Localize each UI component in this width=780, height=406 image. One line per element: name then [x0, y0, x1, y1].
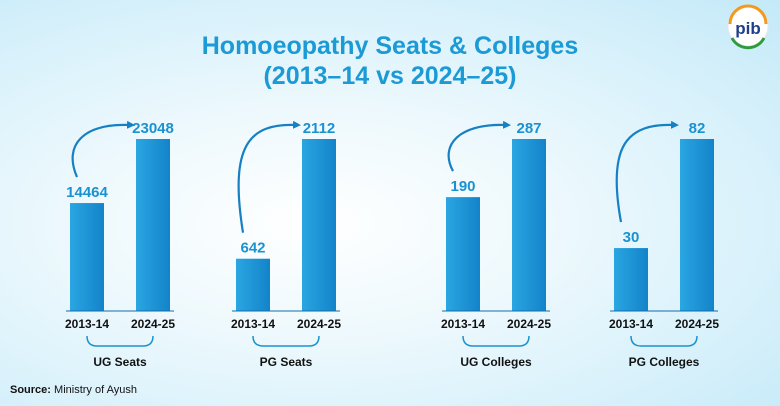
- group-label-1: PG Seats: [260, 355, 313, 369]
- category-label-2-1: 2024-25: [507, 317, 551, 331]
- bar-1-1: [302, 139, 336, 311]
- chart-title-line-1: Homoeopathy Seats & Colleges: [201, 32, 579, 60]
- group-bracket-0: [86, 335, 154, 347]
- category-label-1-1: 2024-25: [297, 317, 341, 331]
- category-label-2-0: 2013-14: [441, 317, 485, 331]
- group-label-0: UG Seats: [93, 355, 147, 369]
- growth-arrow-1: [237, 120, 301, 233]
- value-label-0-1: 23048: [132, 120, 174, 137]
- category-label-3-0: 2013-14: [609, 317, 653, 331]
- logo-text: pib: [735, 19, 761, 38]
- growth-arrow-2: [447, 120, 511, 172]
- value-label-1-0: 642: [240, 240, 265, 257]
- bar-2-1: [512, 139, 546, 311]
- value-label-1-1: 2112: [303, 120, 336, 137]
- growth-arrow-0: [71, 120, 135, 178]
- group-bracket-3: [630, 335, 698, 347]
- category-label-3-1: 2024-25: [675, 317, 719, 331]
- value-label-3-1: 82: [689, 120, 706, 137]
- value-label-0-0: 14464: [66, 184, 108, 201]
- bar-3-1: [680, 139, 714, 311]
- source-label: Source:: [10, 384, 51, 396]
- category-label-0-0: 2013-14: [65, 317, 109, 331]
- pib-logo: pib: [727, 4, 769, 50]
- group-bracket-2: [462, 335, 530, 347]
- bar-2-0: [446, 197, 480, 311]
- bar-0-0: [70, 203, 104, 311]
- group-label-3: PG Colleges: [629, 355, 700, 369]
- bar-1-0: [236, 258, 270, 311]
- category-label-0-1: 2024-25: [131, 317, 175, 331]
- value-label-2-0: 190: [450, 178, 475, 195]
- value-label-2-1: 287: [516, 120, 541, 137]
- group-label-2: UG Colleges: [460, 355, 532, 369]
- source-text: Ministry of Ayush: [54, 384, 137, 396]
- value-label-3-0: 30: [623, 229, 640, 246]
- growth-arrow-3: [615, 120, 679, 223]
- source-note: Source: Ministry of Ayush: [10, 384, 137, 396]
- bar-0-1: [136, 139, 170, 311]
- group-bracket-1: [252, 335, 320, 347]
- bar-3-0: [614, 248, 648, 311]
- category-label-1-0: 2013-14: [231, 317, 275, 331]
- chart-title-line-2: (2013–14 vs 2024–25): [263, 62, 517, 90]
